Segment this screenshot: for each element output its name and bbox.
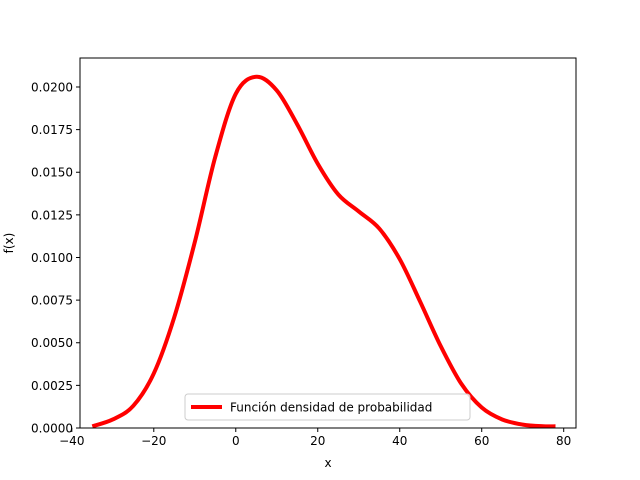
x-tick-label: 60	[474, 434, 489, 448]
series-line-0	[91, 74, 556, 429]
y-tick-label: 0.0025	[31, 379, 73, 393]
x-tick-label: 40	[392, 434, 407, 448]
x-axis: −40 −20 0 20 40 60 80	[59, 428, 571, 448]
y-tick-label: 0.0000	[31, 422, 73, 436]
legend-box	[184, 393, 471, 421]
x-tick-label: 0	[232, 434, 240, 448]
y-tick-label: 0.0100	[31, 251, 73, 265]
y-tick-label: 0.0050	[31, 336, 73, 350]
y-tick-label: 0.0200	[31, 80, 73, 94]
x-tick-label: −20	[141, 434, 166, 448]
y-tick-label: 0.0175	[31, 123, 73, 137]
legend-entry-label: Función densidad de probabilidad	[230, 401, 432, 415]
y-tick-label: 0.0075	[31, 294, 73, 308]
plot-area	[79, 57, 577, 429]
axes-frame	[79, 57, 577, 429]
y-axis: 0.0000 0.0025 0.0050 0.0075 0.0100 0.0125 0.01…	[31, 80, 80, 436]
x-axis-label: x	[324, 456, 331, 470]
x-tick-label: 80	[556, 434, 571, 448]
y-axis-label: f(x)	[2, 233, 16, 254]
y-tick-label: 0.0125	[31, 208, 73, 222]
x-tick-label: −40	[59, 434, 84, 448]
plot-background	[80, 58, 576, 428]
x-tick-label: 20	[310, 434, 325, 448]
y-tick-label: 0.0150	[31, 166, 73, 180]
legend: Función densidad de probabilidad	[184, 393, 471, 421]
